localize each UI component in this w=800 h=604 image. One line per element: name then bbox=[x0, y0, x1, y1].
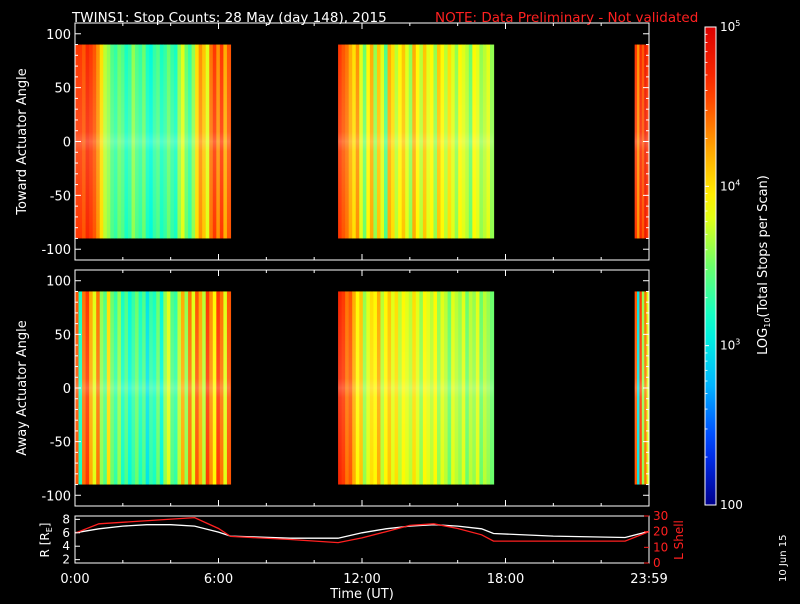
colorbar-tick-label: 100 bbox=[720, 498, 743, 512]
heatmap-sheen bbox=[634, 291, 649, 485]
radius-line bbox=[74, 524, 650, 539]
y-tick-label: 100 bbox=[46, 28, 71, 43]
y-axis-label: Away Actuator Angle bbox=[15, 320, 30, 455]
toward-panel: 100 50 0 -50 -100 Toward Actuator Angle bbox=[15, 22, 650, 261]
colorbar-tick-label: 104 bbox=[720, 178, 740, 193]
colorbar-label: LOG10(Total Stops per Scan) bbox=[756, 175, 772, 355]
y-axis-label: Toward Actuator Angle bbox=[15, 68, 30, 215]
figure-title: TWINS1: Stop Counts: 28 May (day 148), 2… bbox=[71, 10, 698, 26]
heatmap-sheen bbox=[75, 291, 231, 485]
y-left-tick-label: 2 bbox=[62, 553, 70, 567]
y-right-tick-label: 10 bbox=[653, 540, 668, 554]
away-panel: 100 50 0 -50 -100 Away Actuator Angle bbox=[15, 269, 650, 507]
colorbar-tick-label: 103 bbox=[720, 338, 740, 353]
y-tick-label: 0 bbox=[63, 136, 71, 151]
heatmap-segment bbox=[75, 44, 232, 239]
y-tick-label: 0 bbox=[63, 382, 71, 397]
heatmap-sheen bbox=[338, 291, 494, 485]
x-tick-label: 12:00 bbox=[343, 572, 380, 587]
colorbar: 100 103 104 105 LOG10(Total Stops per Scan) bbox=[704, 19, 772, 512]
y-right-tick-label: 30 bbox=[653, 509, 668, 523]
l-shell-line bbox=[74, 516, 650, 544]
y-left-tick-label: 4 bbox=[62, 539, 70, 553]
heatmap-sheen bbox=[634, 44, 649, 239]
title-main: TWINS1: Stop Counts: 28 May (day 148), 2… bbox=[71, 10, 387, 26]
x-axis-label: Time (UT) bbox=[329, 587, 394, 600]
y-right-tick-label: 20 bbox=[653, 525, 668, 539]
x-tick-label: 23:59 bbox=[630, 572, 667, 587]
y-left-tick-label: 8 bbox=[62, 512, 70, 526]
x-tick-label: 0:00 bbox=[60, 572, 89, 587]
y-tick-label: 50 bbox=[54, 328, 71, 343]
colorbar-tick-label: 105 bbox=[720, 19, 740, 34]
x-tick-label: 18:00 bbox=[487, 572, 524, 587]
colorbar-gradient bbox=[704, 26, 717, 506]
heatmap-segment bbox=[338, 291, 495, 485]
y-left-tick-label: 6 bbox=[62, 526, 70, 540]
title-note: NOTE: Data Preliminary - Not validated bbox=[435, 10, 698, 26]
y-tick-label: -50 bbox=[50, 436, 71, 451]
y-tick-label: -100 bbox=[41, 489, 71, 504]
x-tick-label: 6:00 bbox=[204, 572, 233, 587]
y-tick-label: -50 bbox=[50, 189, 71, 204]
y-right-tick-label: 0 bbox=[653, 556, 661, 570]
date-stamp: 10 Jun 15 bbox=[778, 535, 789, 582]
panel-frame bbox=[74, 515, 650, 564]
y-right-axis-label: L Shell bbox=[672, 520, 686, 560]
y-left-axis-label: R [RE] bbox=[38, 523, 54, 558]
heatmap-sheen bbox=[338, 44, 494, 239]
y-tick-label: -100 bbox=[41, 243, 71, 258]
y-tick-label: 100 bbox=[46, 275, 71, 290]
heatmap-segment bbox=[75, 291, 232, 485]
heatmap-segment bbox=[338, 44, 495, 239]
heatmap-sheen bbox=[75, 44, 231, 239]
y-tick-label: 50 bbox=[54, 82, 71, 97]
